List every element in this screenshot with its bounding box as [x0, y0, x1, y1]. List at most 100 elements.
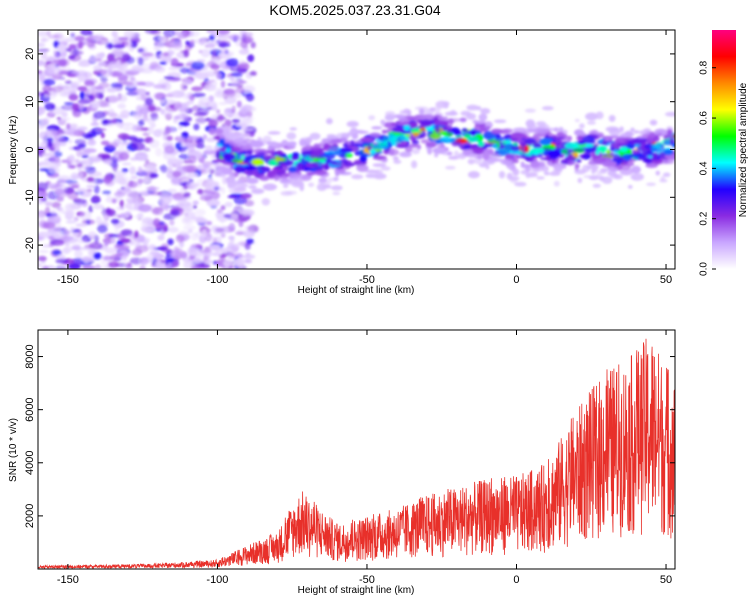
spectrogram-signal-cell — [309, 145, 321, 151]
spectrogram-signal-cell — [406, 116, 418, 121]
spectrogram-signal-cell — [440, 136, 452, 143]
spectrogram-signal-cell — [484, 121, 493, 129]
spectrogram-signal-cell — [232, 138, 243, 143]
spectrogram-signal-cell — [558, 126, 564, 133]
spectrogram-noise-cell — [48, 147, 55, 151]
spectrogram-signal-cell — [222, 152, 236, 161]
spectrogram-signal-cell — [561, 148, 569, 154]
spectrogram-noise-cell — [97, 40, 102, 45]
spectrogram-noise-cell — [102, 119, 114, 125]
spectrogram-noise-cell — [195, 117, 207, 124]
spectrogram-signal-cell — [671, 142, 675, 148]
spectrogram-noise-cell — [127, 180, 138, 189]
spectrogram-noise-cell — [94, 85, 104, 90]
spectrogram-signal-cell — [557, 136, 565, 141]
spectrogram-signal-cell — [369, 149, 377, 154]
spectrogram-noise-cell — [172, 170, 182, 178]
spectrogram-noise-cell — [228, 235, 235, 240]
spectrogram-noise-cell — [64, 102, 74, 106]
spectrogram-noise-cell — [87, 231, 97, 240]
spectrogram-noise-cell — [108, 112, 118, 118]
spectrogram-signal-cell — [219, 138, 226, 144]
spectrogram-signal-cell — [468, 171, 480, 179]
spectrogram-noise-cell — [171, 157, 179, 164]
spectrogram-noise-cell — [226, 73, 234, 78]
spectrogram-signal-cell — [446, 151, 453, 156]
spectrogram-noise-cell — [122, 186, 131, 193]
spectrogram-noise-cell — [79, 150, 84, 156]
spectrogram-noise-cell — [178, 153, 191, 160]
spectrogram-noise-cell — [113, 151, 119, 159]
spectrogram-noise-cell — [97, 265, 112, 269]
spectrogram-noise-cell — [42, 265, 49, 269]
spectrogram-noise-cell — [38, 255, 47, 262]
spectrogram-signal-cell — [432, 147, 447, 154]
spectrogram-noise-cell — [111, 118, 117, 124]
spectrogram-signal-cell — [577, 140, 586, 145]
spectrogram-noise-cell — [178, 121, 190, 127]
colorbar-tick-label: 0.4 — [699, 161, 710, 175]
spectrogram-signal-cell — [645, 157, 653, 164]
colorbar-ticks: 0.0 0.2 0.4 0.6 0.8 — [699, 60, 716, 276]
spectrogram-noise-cell — [79, 211, 92, 221]
spectrogram-signal-cell — [619, 146, 628, 153]
spectrogram-noise-cell — [95, 216, 102, 225]
spectrogram-signal-cell — [457, 152, 467, 160]
spectrogram-signal-cell — [536, 176, 545, 180]
spectrogram-signal-cell — [567, 153, 574, 161]
spectrogram-noise-cell — [178, 146, 189, 150]
spectrogram-signal-cell — [460, 110, 471, 117]
spectrogram-noise-cell — [175, 234, 185, 243]
spectrogram-noise-cell — [135, 245, 149, 253]
spectrogram-signal-cell — [637, 135, 647, 139]
colorbar: 0.0 0.2 0.4 0.6 0.8 Normalized spectral ampl… — [699, 30, 749, 276]
spectrogram-noise-cell — [205, 259, 213, 264]
spectrogram-noise-cell — [208, 128, 217, 136]
spectrogram-signal-cell — [342, 162, 355, 167]
spectrogram-noise-cell — [168, 165, 173, 174]
spectrogram-signal-cell — [443, 101, 449, 109]
spectrogram-signal-cell — [356, 130, 369, 134]
spectrogram-noise-cell — [120, 238, 132, 244]
spectrogram-noise-cell — [239, 194, 252, 200]
spectrogram-noise-cell — [195, 143, 206, 149]
colorbar-tick-label: 0.8 — [699, 60, 710, 74]
spectrogram-noise-cell — [124, 211, 132, 217]
x-tick-label: -150 — [57, 574, 79, 586]
y-tick-label: 0 — [24, 146, 36, 152]
snr-frame — [37, 329, 676, 570]
spectrogram-noise-cell — [137, 235, 145, 243]
spectrogram-noise-cell — [74, 191, 85, 195]
spectrogram-noise-cell — [77, 61, 91, 67]
spectrogram-noise-cell — [108, 261, 120, 268]
spectrogram-noise-cell — [223, 112, 231, 116]
chart-title: KOM5.2025.037.23.31.G04 — [269, 2, 440, 18]
spectrogram-noise-cell — [243, 128, 254, 132]
spectrogram-noise-cell — [136, 81, 146, 86]
spectrogram-noise-cell — [115, 59, 122, 69]
spectrogram-signal-cell — [663, 148, 674, 156]
spectrogram-noise-cell — [137, 191, 149, 195]
y-tick-label: 6000 — [24, 397, 36, 421]
spectrogram-noise-cell — [51, 201, 61, 209]
spectrogram-signal-cell — [327, 135, 339, 140]
spectrogram-noise-cell — [110, 237, 116, 244]
spectrogram-noise-cell — [197, 188, 204, 195]
spectrogram-noise-cell — [72, 80, 82, 85]
spectrogram-noise-cell — [153, 45, 161, 51]
spectrogram-noise-cell — [117, 133, 130, 140]
spectrogram-noise-cell — [220, 205, 226, 211]
spectrogram-signal-cell — [645, 138, 654, 144]
spectrogram-noise-cell — [111, 198, 117, 204]
spectrogram-noise-cell — [137, 119, 145, 127]
spectrogram-signal-cell — [418, 108, 425, 115]
spectrogram-noise-cell — [138, 107, 150, 115]
spectrogram-noise-cell — [38, 161, 51, 166]
spectrogram-noise-cell — [38, 70, 44, 74]
spectrogram-noise-cell — [198, 249, 212, 254]
x-tick-label: -100 — [206, 274, 228, 286]
spectrogram-noise-cell — [41, 197, 48, 202]
spectrogram-noise-cell — [39, 191, 48, 198]
